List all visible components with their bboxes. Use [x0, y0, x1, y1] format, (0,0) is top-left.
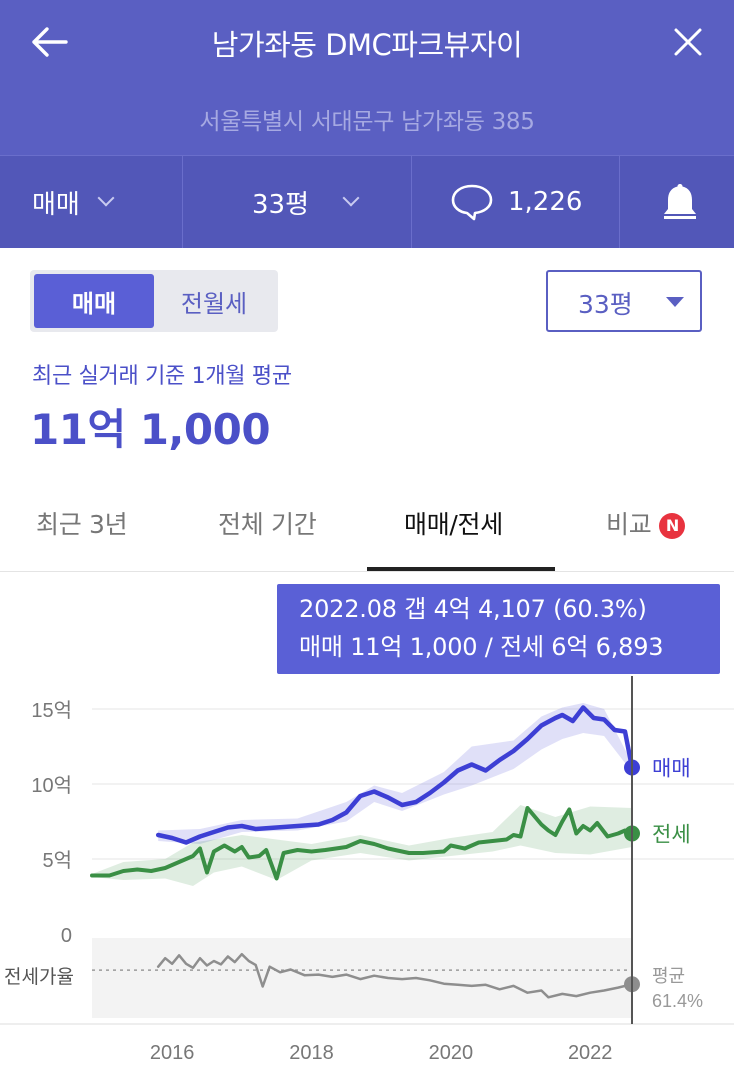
x-tick-label: 2020: [429, 1042, 474, 1064]
y-tick-label: 15억: [31, 699, 72, 722]
lease-series-label: 전세: [652, 823, 691, 847]
ratio-average-label: 평균: [652, 966, 685, 987]
tab-compare-label: 비교: [606, 510, 652, 539]
speech-bubble-icon: [451, 184, 493, 221]
chart-tooltip: 2022.08 갭 4억 4,107 (60.3%) 매매 11억 1,000 …: [277, 584, 720, 674]
lease-range-band: [92, 805, 632, 886]
sale-range-band: [158, 703, 632, 844]
tooltip-price-line: 매매 11억 1,000 / 전세 6억 6,893: [299, 633, 664, 661]
back-arrow-icon[interactable]: [28, 20, 72, 64]
chevron-down-icon: [342, 189, 360, 207]
ratio-average-value: 61.4%: [652, 991, 703, 1011]
comments-button[interactable]: 1,226: [450, 156, 582, 248]
x-tick-label: 2018: [289, 1042, 334, 1064]
toggle-lease[interactable]: 전월세: [180, 289, 248, 318]
ratio-panel-label: 전세가율: [4, 966, 74, 988]
size-label: 33평: [252, 189, 310, 220]
y-tick-label: 10억: [31, 774, 72, 797]
comment-count: 1,226: [508, 187, 583, 217]
x-tick-label: 2022: [568, 1042, 613, 1064]
tab-sale-lease[interactable]: 매매/전세: [404, 510, 503, 539]
close-icon[interactable]: [664, 18, 712, 66]
tooltip-gap-line: 2022.08 갭 4억 4,107 (60.3%): [299, 595, 647, 623]
toggle-sale[interactable]: 매매: [34, 274, 154, 328]
active-tab-indicator: [367, 567, 555, 571]
size-dropdown[interactable]: 33평: [252, 156, 360, 248]
trade-type-dropdown[interactable]: 매매: [32, 156, 115, 248]
tab-all-period[interactable]: 전체 기간: [218, 510, 317, 539]
page-title: 남가좌동 DMC파크뷰자이: [211, 28, 523, 62]
new-badge: N: [659, 513, 686, 539]
app-header: 남가좌동 DMC파크뷰자이 서울특별시 서대문구 남가좌동 385: [0, 0, 734, 155]
x-tick-label: 2016: [150, 1042, 195, 1064]
size-select[interactable]: 33평: [546, 270, 702, 332]
filter-bar: 매매 33평 1,226: [0, 155, 734, 248]
average-price: 11억 1,000: [30, 405, 271, 454]
notification-button[interactable]: [660, 156, 700, 248]
ratio-line: [156, 952, 634, 999]
trade-toggle: 매매 전월세: [30, 270, 278, 332]
y-tick-label: 5억: [42, 849, 72, 872]
lease-line: [90, 806, 634, 881]
chevron-down-icon: [97, 189, 115, 207]
average-caption: 최근 실거래 기준 1개월 평균: [32, 364, 292, 389]
size-select-label: 33평: [578, 290, 633, 319]
divider: [182, 156, 183, 248]
range-bands: [92, 703, 632, 886]
y-tick-label: 0: [61, 925, 72, 947]
caret-down-icon: [666, 297, 684, 307]
divider: [411, 156, 412, 248]
address: 서울특별시 서대문구 남가좌동 385: [199, 109, 535, 135]
bell-icon: [664, 184, 696, 219]
tab-compare[interactable]: 비교 N: [606, 505, 686, 541]
trade-type-label: 매매: [32, 189, 80, 220]
sale-line: [155, 705, 635, 845]
chart-grid: [0, 708, 734, 1025]
tab-divider: [0, 571, 734, 572]
divider: [619, 156, 620, 248]
sale-series-label: 매매: [652, 757, 691, 781]
tab-recent-3y[interactable]: 최근 3년: [36, 510, 128, 539]
